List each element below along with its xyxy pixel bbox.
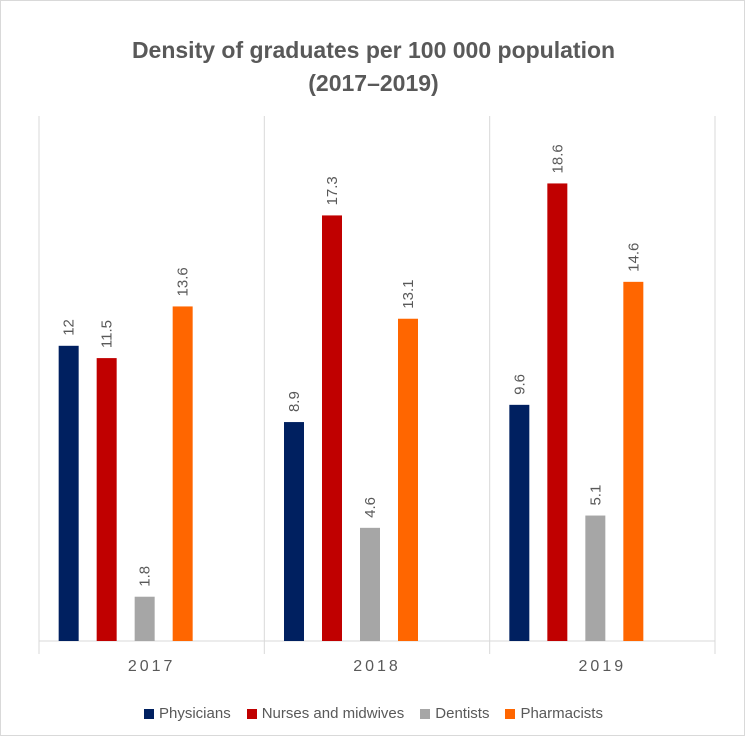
x-tick-label-2018: 2018	[353, 658, 401, 675]
data-label-physicians-2019: 9.6	[511, 374, 528, 395]
legend-label: Pharmacists	[520, 705, 603, 722]
legend-item-physicians: Physicians	[144, 705, 231, 722]
data-label-physicians-2018: 8.9	[286, 391, 303, 412]
chart-title-line-1: Density of graduates per 100 000 populat…	[131, 37, 616, 63]
legend-label: Nurses and midwives	[261, 705, 405, 722]
legend-label: Physicians	[159, 705, 231, 722]
bar-nurses-and-midwives-2019	[547, 183, 568, 641]
data-label-dentists-2019: 5.1	[587, 485, 604, 506]
data-label-dentists-2018: 4.6	[362, 497, 379, 518]
chart-title: Density of graduates per 100 000 populat…	[1, 34, 745, 100]
legend-item-pharmacists: Pharmacists	[505, 705, 603, 722]
legend-swatch	[144, 708, 154, 719]
bar-nurses-and-midwives-2018	[322, 215, 342, 642]
bar-nurses-and-midwives-2017	[96, 358, 117, 641]
bar-pharmacists-2019	[623, 281, 644, 641]
bar-physicians-2019	[509, 404, 530, 641]
bar-physicians-2018	[284, 422, 304, 641]
x-tick-label-2019: 2019	[579, 658, 627, 675]
data-label-pharmacists-2018: 13.1	[400, 280, 417, 309]
data-label-nurses-and-midwives-2017: 11.5	[99, 320, 116, 348]
legend-item-nurses-and-midwives: Nurses and midwives	[246, 705, 405, 722]
data-label-nurses-and-midwives-2018: 17.3	[324, 176, 341, 205]
legend-item-dentists: Dentists	[420, 705, 489, 722]
legend-label: Dentists	[435, 705, 490, 722]
bar-dentists-2019	[585, 515, 606, 641]
legend-swatch	[420, 708, 431, 719]
data-label-pharmacists-2019: 14.6	[625, 243, 642, 272]
chart-title-line-2: (2017–2019)	[308, 70, 439, 96]
bar-pharmacists-2017	[172, 306, 193, 641]
data-label-pharmacists-2017: 13.6	[175, 267, 192, 296]
data-label-nurses-and-midwives-2019: 18.6	[549, 144, 566, 173]
legend: Physicians Nurses and midwives Dentists Pha…	[1, 705, 745, 722]
bar-dentists-2017	[134, 596, 155, 641]
bar-physicians-2017	[58, 345, 79, 641]
legend-swatch	[505, 708, 516, 719]
data-label-dentists-2017: 1.8	[137, 566, 154, 587]
x-tick-label-2017: 2017	[128, 658, 176, 675]
data-label-physicians-2017: 12	[61, 319, 78, 336]
bar-pharmacists-2018	[398, 318, 418, 641]
legend-swatch	[246, 708, 257, 719]
bar-dentists-2018	[360, 527, 380, 641]
plot-area: 12 11.5 1.8 13.6 2017 8.9 17.3 4.6 13.1 2018 9.6 18…	[38, 116, 716, 675]
